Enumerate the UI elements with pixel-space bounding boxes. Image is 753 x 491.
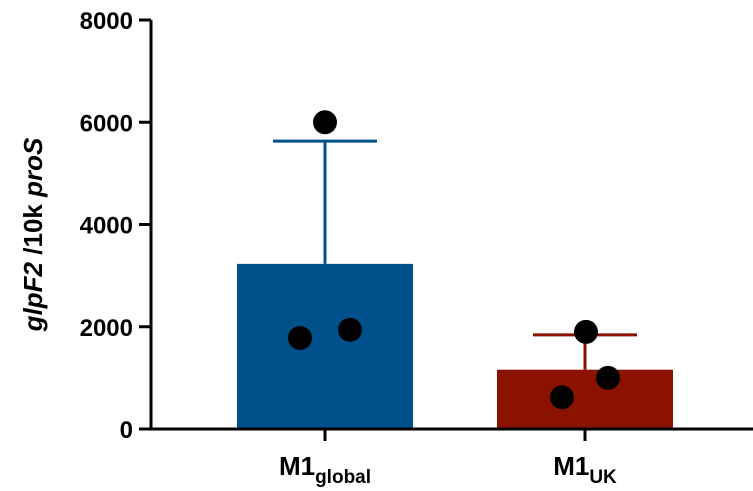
y-axis-title: glpF2 /10k proS [18, 137, 48, 332]
x-tick-labels: M1global M1UK [279, 429, 617, 488]
x-tick-label-subscript: global [315, 467, 371, 488]
y-tick-label: 8000 [80, 8, 133, 35]
y-tick-label: 4000 [80, 213, 133, 240]
y-axis-label-part: /10k [18, 197, 48, 262]
y-ticks: 0 2000 4000 6000 8000 [80, 8, 151, 444]
bar [497, 369, 673, 429]
data-point [596, 365, 620, 390]
data-point [550, 385, 574, 410]
x-tick-label-main: M1 [279, 451, 315, 481]
data-point [313, 110, 337, 135]
data-point [288, 325, 312, 350]
y-axis-label-part: proS [18, 137, 48, 198]
x-tick-label: M1UK [553, 451, 617, 488]
data-point [574, 319, 598, 344]
data-point [338, 317, 362, 342]
data-points [288, 110, 620, 410]
bars [237, 263, 673, 429]
bar [237, 263, 413, 429]
y-axis-label: glpF2 /10k proS [18, 137, 48, 332]
x-tick-label-main: M1 [553, 451, 589, 481]
y-axis-label-part: glpF2 [18, 261, 48, 332]
x-tick-label: M1global [279, 451, 371, 488]
y-tick-label: 2000 [80, 315, 133, 342]
x-tick-label-subscript: UK [589, 467, 617, 488]
y-tick-label: 6000 [80, 110, 133, 137]
y-tick-label: 0 [120, 417, 133, 444]
